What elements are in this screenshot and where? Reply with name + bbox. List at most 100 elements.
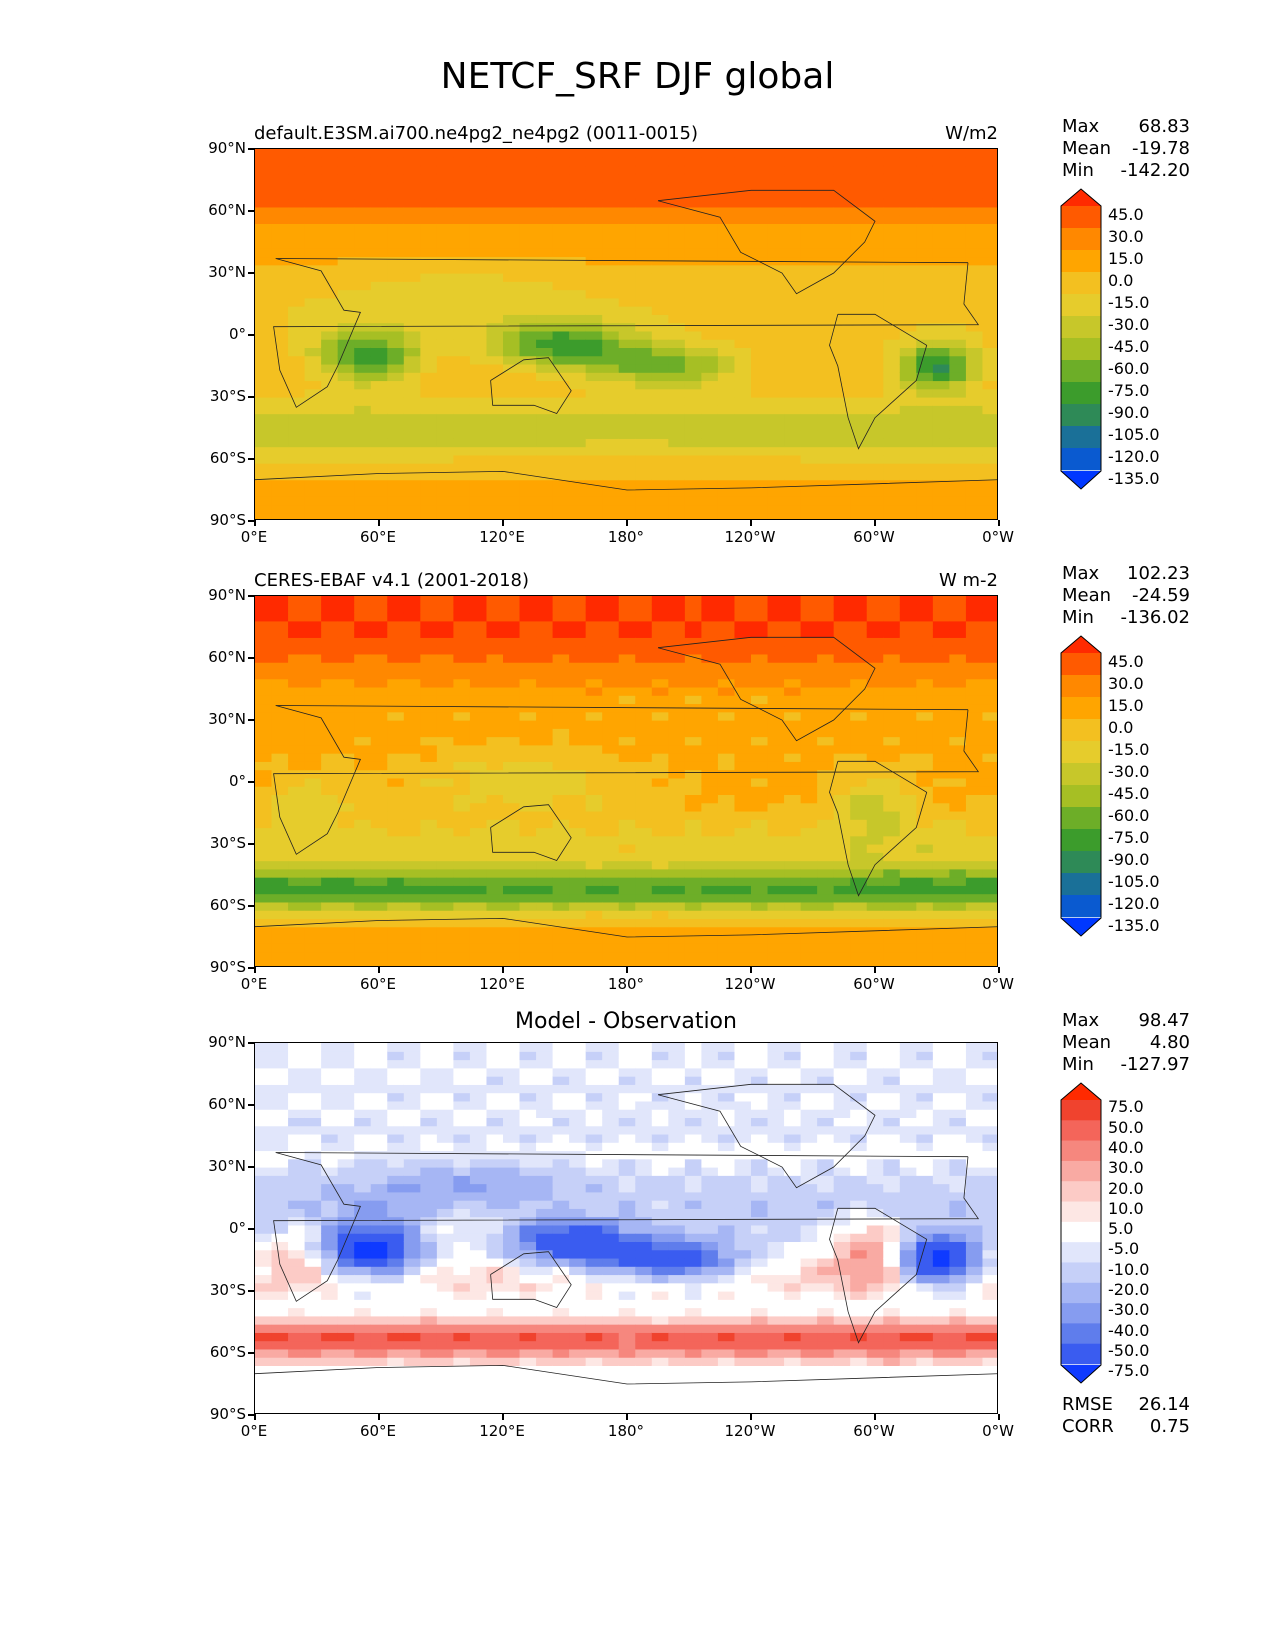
model-field-cell — [321, 405, 339, 415]
difference-field-cell — [519, 1191, 537, 1201]
observation-field-cell — [519, 761, 537, 771]
model-field-cell — [354, 306, 372, 315]
observation-field-cell — [866, 901, 884, 911]
model-field-cell — [453, 322, 471, 332]
model-field-cell — [982, 388, 997, 398]
difference-field-cell — [288, 1051, 306, 1061]
observation-field-cell — [734, 629, 752, 638]
observation-field-cell — [800, 728, 818, 738]
model-field-cell — [585, 206, 603, 216]
model-field-cell — [255, 330, 273, 340]
model-field-cell — [866, 330, 884, 340]
observation-field-cell — [337, 943, 355, 953]
model-field-cell — [602, 206, 620, 216]
difference-field-cell — [370, 1390, 388, 1400]
observation-field-cell — [271, 728, 289, 738]
observation-field-cell — [734, 794, 752, 804]
model-field-cell — [668, 190, 686, 200]
observation-field-cell — [469, 943, 488, 953]
model-field-cell — [965, 430, 984, 439]
difference-field-cell — [387, 1381, 405, 1391]
model-field-cell — [717, 454, 736, 464]
model-field-cell — [420, 330, 438, 340]
difference-field-cell — [288, 1175, 306, 1185]
difference-field-cell — [469, 1299, 488, 1309]
model-field-cell — [651, 339, 669, 348]
model-field-cell — [288, 173, 306, 183]
model-field-cell — [304, 289, 322, 299]
observation-field-cell — [651, 653, 669, 663]
model-field-cell — [850, 149, 868, 158]
observation-field-cell — [519, 810, 537, 820]
observation-field-cell — [932, 810, 950, 820]
model-field-cell — [519, 496, 537, 506]
difference-field-cell — [255, 1398, 273, 1408]
model-field-cell — [949, 446, 967, 456]
model-field-cell — [370, 231, 388, 241]
model-field-cell — [569, 487, 587, 497]
observation-field-cell — [965, 612, 984, 622]
model-field-cell — [321, 421, 339, 431]
model-field-cell — [635, 264, 653, 274]
model-field-cell — [866, 165, 884, 175]
model-field-cell — [701, 471, 719, 481]
model-field-cell — [519, 157, 537, 167]
model-field-cell — [701, 215, 719, 224]
observation-field-cell — [817, 827, 835, 837]
difference-field-cell — [403, 1076, 421, 1085]
model-field-cell — [387, 380, 405, 390]
model-field-cell — [420, 405, 438, 415]
model-field-cell — [949, 355, 967, 365]
observation-field-cell — [850, 835, 868, 845]
observation-field-cell — [519, 860, 537, 870]
observation-field-cell — [337, 918, 355, 928]
observation-field-cell — [701, 893, 719, 903]
model-field-cell — [635, 165, 653, 175]
model-field-cell — [833, 149, 851, 158]
observation-field-cell — [734, 827, 752, 837]
observation-field-cell — [370, 678, 388, 688]
observation-field-cell — [387, 703, 405, 713]
observation-field-cell — [519, 596, 537, 605]
model-field-cell — [387, 173, 405, 183]
observation-field-cell — [734, 686, 752, 696]
model-field-cell — [949, 380, 967, 390]
model-field-cell — [883, 289, 901, 299]
observation-field-cell — [403, 786, 421, 795]
observation-field-cell — [585, 670, 603, 680]
observation-field-cell — [354, 637, 372, 647]
model-field-cell — [883, 149, 901, 158]
observation-field-cell — [668, 810, 686, 820]
model-field-cell — [354, 273, 372, 282]
model-field-cell — [965, 471, 984, 481]
observation-lat-tick-label: 60°N — [208, 648, 246, 666]
model-field-cell — [751, 339, 769, 348]
observation-field-cell — [883, 885, 901, 895]
model-field-cell — [337, 264, 355, 274]
model-field-cell — [503, 363, 521, 373]
model-field-cell — [403, 182, 421, 191]
difference-field-cell — [321, 1241, 339, 1251]
difference-field-cell — [304, 1158, 322, 1168]
observation-field-cell — [304, 877, 322, 886]
observation-field-cell — [569, 951, 587, 961]
observation-field-cell — [833, 744, 851, 754]
model-field-cell — [668, 182, 686, 191]
model-field-cell — [304, 306, 322, 315]
difference-field-cell — [321, 1092, 339, 1102]
observation-field-cell — [850, 868, 868, 878]
observation-field-cell — [370, 810, 388, 820]
observation-colorbar-label: -135.0 — [1108, 916, 1160, 935]
observation-field-cell — [701, 794, 719, 804]
model-field-cell — [850, 322, 868, 332]
observation-field-cell — [370, 794, 388, 804]
model-field-cell — [370, 446, 388, 456]
observation-field-cell — [536, 761, 554, 771]
model-field-cell — [982, 239, 997, 249]
model-field-cell — [717, 421, 736, 431]
observation-field-cell — [536, 678, 554, 688]
observation-field-cell — [569, 720, 587, 729]
observation-field-cell — [850, 629, 868, 638]
difference-field-cell — [420, 1348, 438, 1358]
model-field-cell — [883, 173, 901, 183]
